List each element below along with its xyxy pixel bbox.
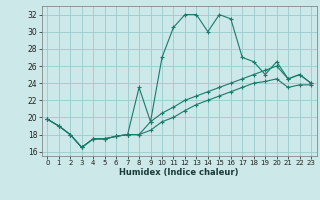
X-axis label: Humidex (Indice chaleur): Humidex (Indice chaleur) — [119, 168, 239, 177]
